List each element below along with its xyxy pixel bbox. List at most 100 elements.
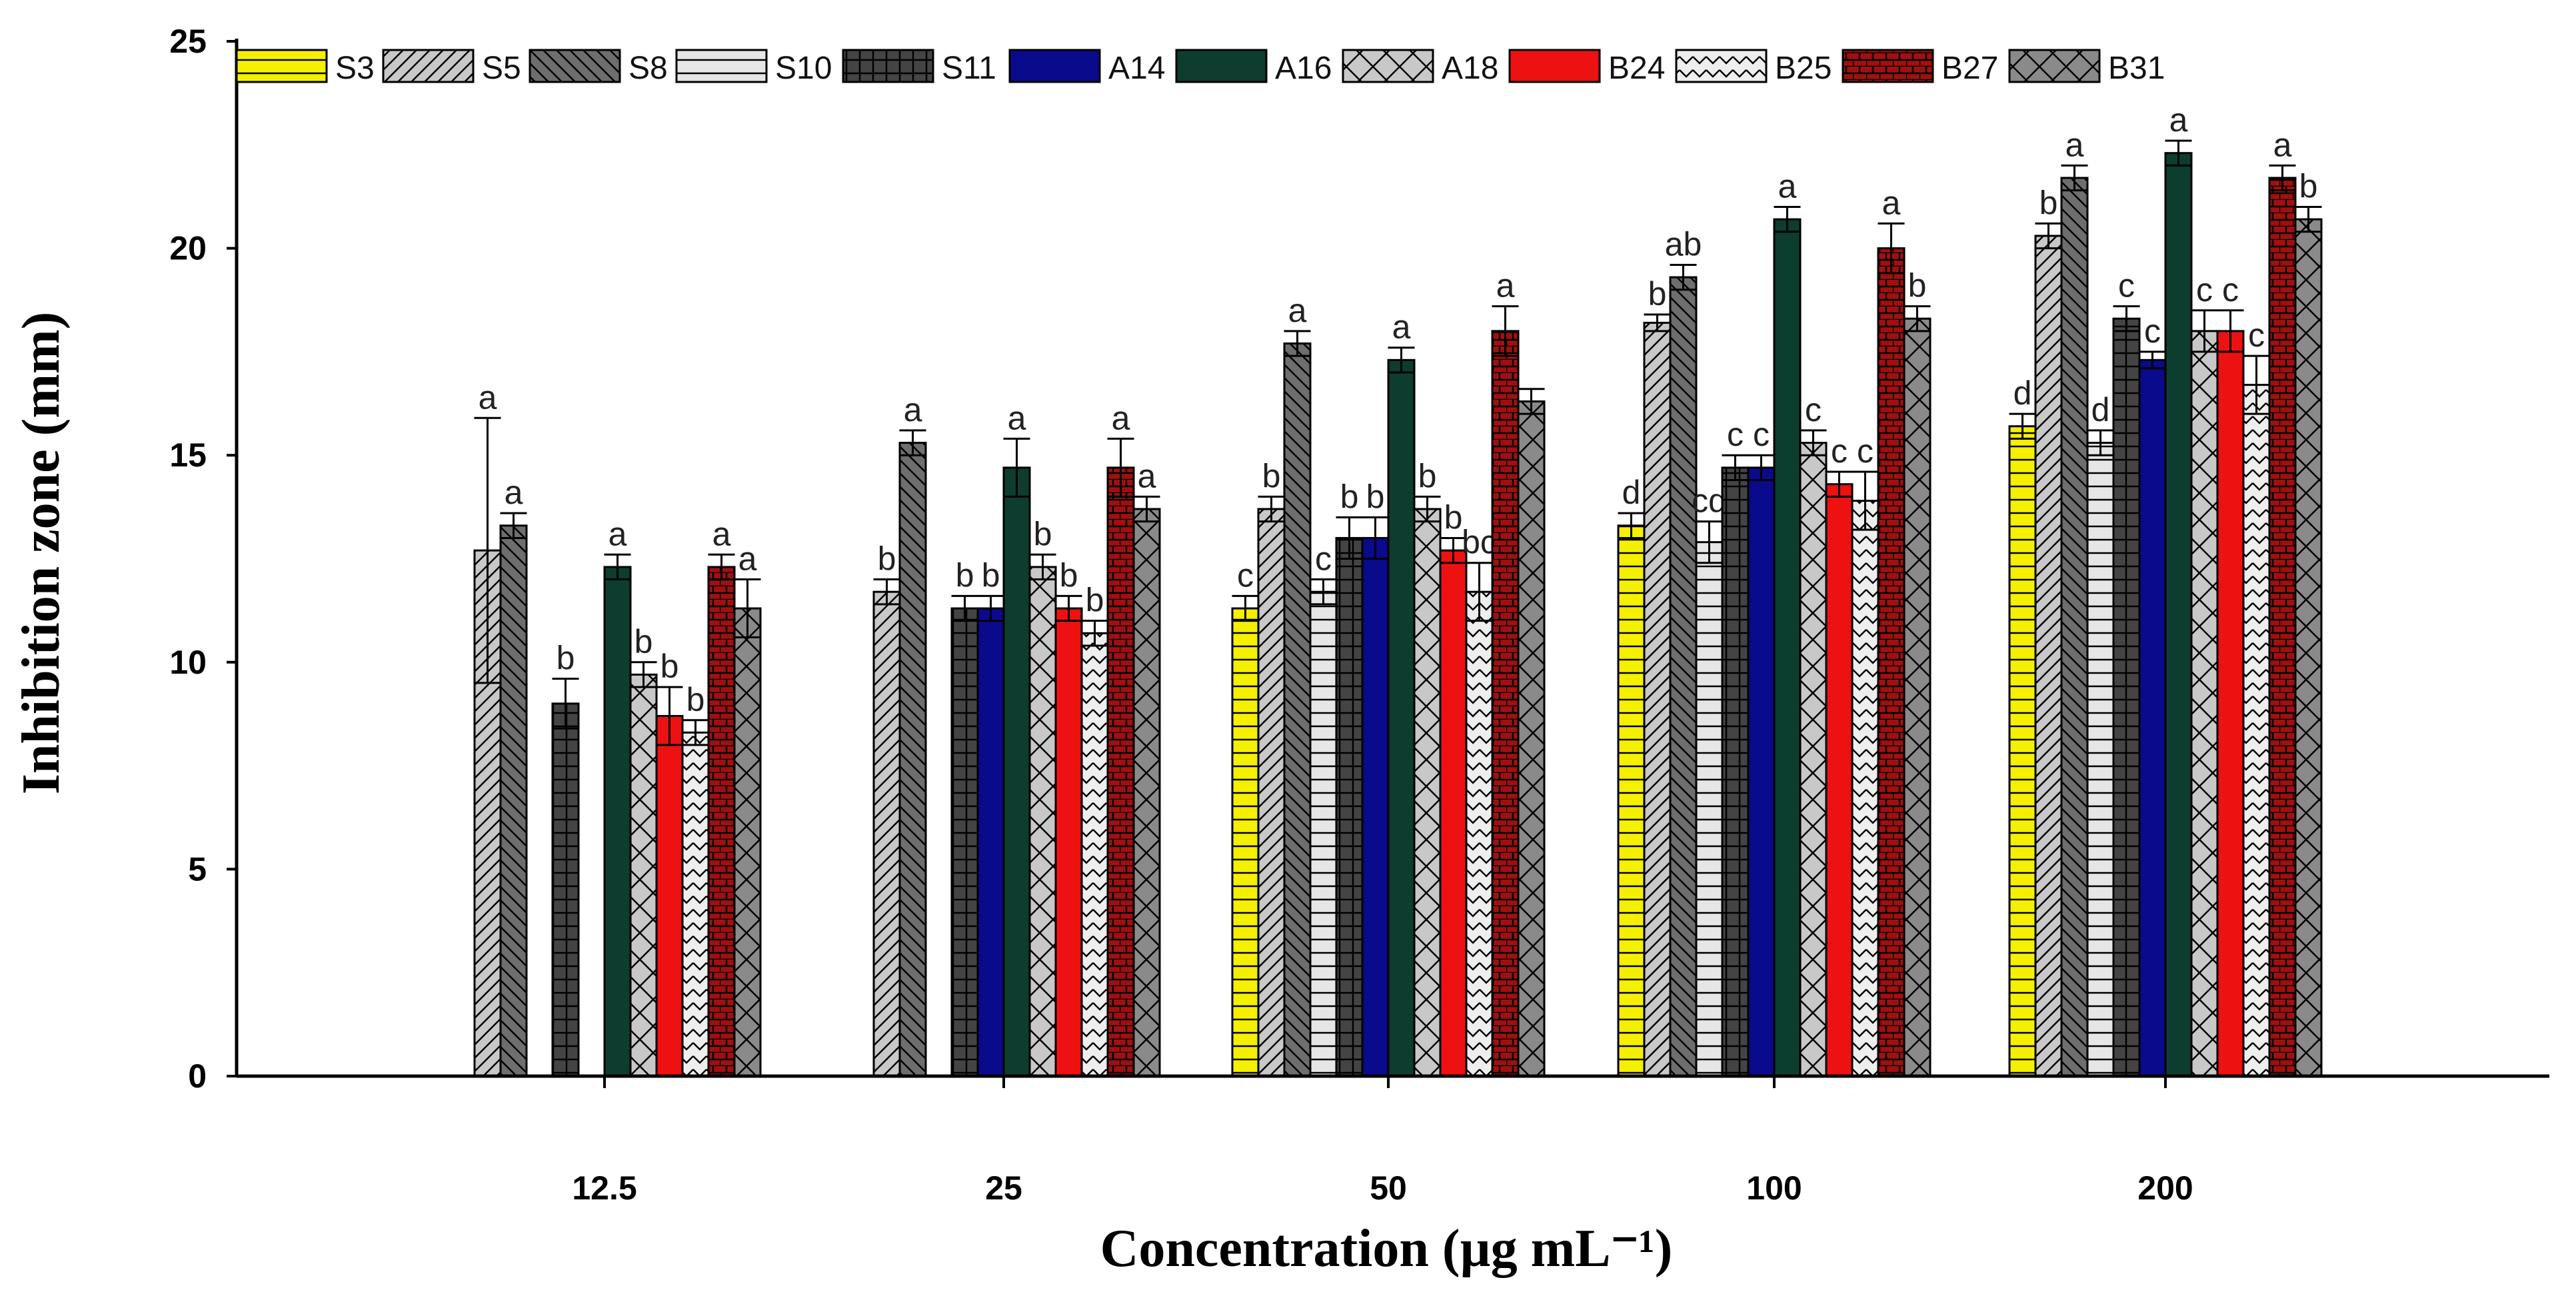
bar-S11-200 [2112, 317, 2141, 1077]
bar-B24-12.5 [655, 715, 684, 1077]
significance-letter: b [1086, 582, 1104, 619]
axes [235, 39, 2549, 1078]
bar-A16-12.5 [603, 566, 632, 1077]
error-bar [1003, 437, 1030, 498]
bar-B31-12.5 [733, 607, 762, 1077]
error-bar [1081, 620, 1108, 647]
error-bar [1518, 388, 1545, 415]
bar-S11-100 [1721, 466, 1750, 1077]
error-bar [1133, 495, 1160, 523]
legend-label-S3: S3 [335, 51, 375, 86]
error-bar [552, 678, 579, 730]
legend-label-S11: S11 [942, 51, 996, 86]
bar-A16-50 [1387, 358, 1416, 1077]
significance-letter: c [1727, 416, 1744, 453]
error-bar [977, 594, 1004, 622]
bar-S5-200 [2034, 235, 2063, 1077]
x-tick-label: 12.5 [572, 1169, 637, 1207]
significance-letter: c [2144, 313, 2161, 350]
error-bar [1466, 562, 1493, 622]
error-bar [604, 553, 631, 581]
bar-A18-200 [2190, 330, 2219, 1077]
significance-letter: a [1496, 267, 1515, 305]
error-bar [1800, 429, 1827, 456]
error-bar [1232, 594, 1259, 622]
bar-S11-12.5 [551, 702, 580, 1077]
legend-label-S10: S10 [775, 51, 832, 86]
significance-letter: c [1805, 391, 1822, 428]
y-ticks: 0 5 10 15 20 25 [169, 23, 237, 1095]
bar-A14-50 [1361, 536, 1390, 1077]
bar-S8-25 [898, 442, 927, 1077]
error-bar [474, 416, 501, 684]
error-bar [1284, 330, 1311, 357]
bar-S8-50 [1283, 342, 1312, 1077]
significance-letter: b [1060, 556, 1078, 594]
significance-letter: b [557, 640, 575, 677]
y-tick-label: 0 [188, 1057, 207, 1095]
significance-letter: a [609, 515, 627, 552]
bar-B31-200 [2294, 218, 2323, 1077]
error-bar [1310, 578, 1337, 606]
error-bar [1107, 437, 1134, 498]
error-bar [1774, 205, 1801, 233]
bar-A18-50 [1413, 508, 1442, 1077]
error-bar [2087, 429, 2114, 456]
error-bar [1258, 495, 1285, 523]
error-bar [1336, 516, 1363, 560]
bar-S8-100 [1669, 276, 1698, 1077]
significance-letter: b [878, 540, 896, 578]
significance-letter: c [1857, 432, 1874, 470]
significance-letter: b [635, 623, 653, 660]
legend-swatch-S8 [529, 49, 621, 83]
bar-B24-200 [2216, 330, 2245, 1077]
bar-A14-100 [1747, 466, 1776, 1077]
legend-label-A14: A14 [1108, 51, 1165, 86]
x-ticks: 12.5 25 50 100 200 [572, 1076, 2193, 1207]
error-bar [951, 594, 978, 622]
error-bar [656, 686, 683, 746]
y-tick-label: 15 [169, 436, 207, 474]
legend-label-S5: S5 [482, 51, 521, 86]
significance-letter: ab [1665, 225, 1702, 263]
significance-letter: a [1288, 292, 1307, 329]
error-bar [1440, 536, 1467, 564]
significance-letter: c [2196, 271, 2213, 309]
bar-B31-50 [1517, 400, 1546, 1077]
y-tick-label: 5 [188, 850, 207, 888]
bar-B31-25 [1132, 508, 1161, 1077]
significance-letter: b [1444, 498, 1463, 536]
significance-letter: b [1262, 457, 1281, 494]
significance-letter: a [2169, 101, 2188, 139]
error-bar [2009, 412, 2036, 440]
bar-S10-200 [2086, 442, 2115, 1077]
significance-letter: b [956, 556, 974, 594]
error-bar [630, 661, 657, 688]
error-bar [2295, 205, 2322, 233]
significance-letter: a [479, 378, 497, 416]
bar-S5-25 [872, 590, 901, 1077]
error-bar [1904, 305, 1931, 332]
bar-A14-25 [976, 607, 1005, 1077]
significance-letter: c [2118, 267, 2135, 305]
error-bar [1852, 470, 1879, 531]
bar-B24-50 [1439, 549, 1468, 1077]
legend-swatch-A16 [1175, 49, 1268, 83]
significance-letter: a [1112, 399, 1130, 436]
legend-label-A18: A18 [1442, 51, 1498, 86]
bar-B24-100 [1825, 483, 1854, 1077]
error-bar [682, 719, 709, 746]
significance-letter: a [1778, 167, 1797, 205]
bar-S8-12.5 [499, 524, 528, 1077]
bar-B27-50 [1491, 330, 1520, 1077]
significance-letter: a [712, 515, 731, 552]
legend-swatch-A14 [1008, 49, 1101, 83]
error-bar [1492, 305, 1519, 357]
bar-B27-25 [1106, 466, 1135, 1077]
legend-swatch-A18 [1342, 49, 1434, 83]
error-bar [1362, 516, 1389, 560]
error-bar [1748, 454, 1775, 481]
significance-letter: d [2013, 374, 2032, 412]
bar-B25-25 [1080, 632, 1109, 1077]
